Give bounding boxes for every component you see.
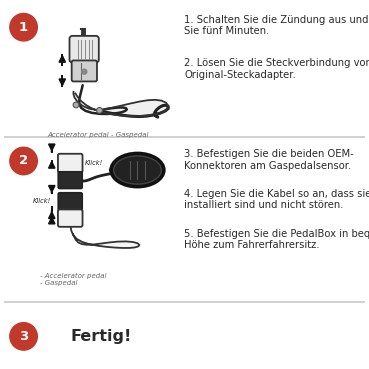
FancyBboxPatch shape: [58, 172, 82, 189]
Circle shape: [97, 107, 103, 113]
FancyBboxPatch shape: [72, 61, 97, 82]
Text: Fertig!: Fertig!: [70, 329, 132, 344]
Ellipse shape: [114, 156, 161, 184]
Text: Klick!: Klick!: [85, 160, 103, 166]
Text: Accelerator pedal - Gaspedal: Accelerator pedal - Gaspedal: [47, 132, 149, 138]
Circle shape: [73, 102, 79, 108]
FancyBboxPatch shape: [58, 210, 83, 227]
Text: 3: 3: [19, 330, 28, 343]
Circle shape: [82, 69, 87, 74]
Text: 3. Befestigen Sie die beiden OEM-
Konnektoren am Gaspedalsensor.: 3. Befestigen Sie die beiden OEM- Konnek…: [184, 149, 354, 170]
FancyBboxPatch shape: [58, 154, 83, 173]
Text: 5. Befestigen Sie die PedalBox in bequemer
Höhe zum Fahrerfahrersitz.: 5. Befestigen Sie die PedalBox in bequem…: [184, 229, 369, 250]
Polygon shape: [73, 92, 168, 116]
Circle shape: [10, 323, 37, 350]
Text: 2. Lösen Sie die Steckverbindung vom
Original-Steckadapter.: 2. Lösen Sie die Steckverbindung vom Ori…: [184, 58, 369, 80]
FancyBboxPatch shape: [69, 36, 99, 63]
FancyBboxPatch shape: [58, 193, 82, 210]
Text: - Accelerator pedal
- Gaspedal: - Accelerator pedal - Gaspedal: [40, 273, 106, 286]
Ellipse shape: [110, 153, 165, 187]
Circle shape: [10, 147, 37, 175]
Text: Klick!: Klick!: [32, 199, 51, 204]
Circle shape: [10, 13, 37, 41]
Text: 2: 2: [19, 155, 28, 168]
Polygon shape: [71, 227, 139, 248]
Text: 1: 1: [19, 21, 28, 34]
Text: 1. Schalten Sie die Zündung aus und warten
Sie fünf Minuten.: 1. Schalten Sie die Zündung aus und wart…: [184, 14, 369, 36]
Text: 4. Legen Sie die Kabel so an, dass sie fest
installiert sind und nicht stören.: 4. Legen Sie die Kabel so an, dass sie f…: [184, 189, 369, 210]
